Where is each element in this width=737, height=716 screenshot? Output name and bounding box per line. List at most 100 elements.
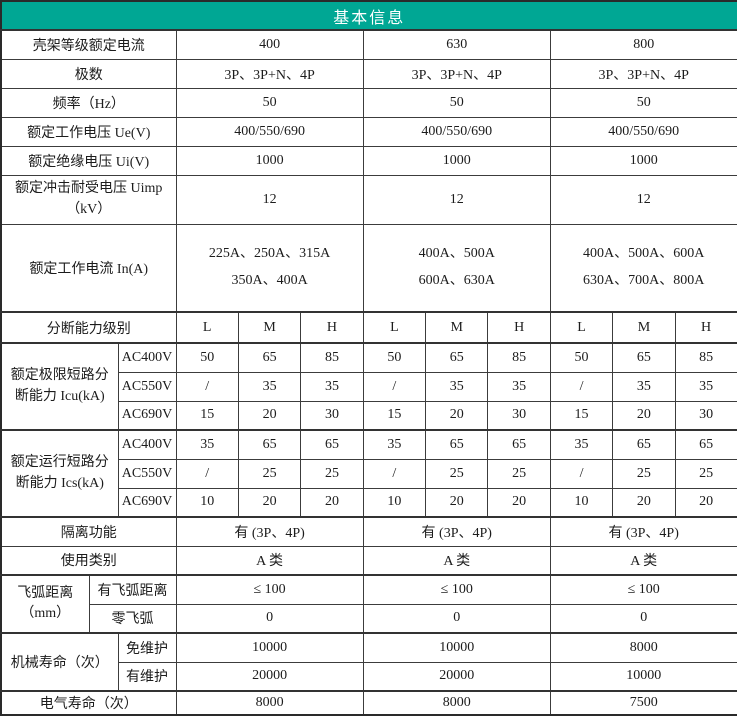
spec-cell: 25 bbox=[300, 458, 364, 489]
spec-cell: 400 bbox=[175, 29, 364, 60]
spec-cell: 65 bbox=[612, 429, 676, 460]
spec-cell: 有 (3P、4P) bbox=[175, 516, 364, 547]
table-title: 基本信息 bbox=[0, 0, 737, 31]
spec-cell: 3P、3P+N、4P bbox=[362, 58, 551, 89]
spec-cell: 12 bbox=[175, 174, 364, 225]
spec-cell: 50 bbox=[549, 87, 737, 118]
sub-label-ac690v: AC690V bbox=[117, 400, 177, 431]
label-line: 断能力 Ics(kA) bbox=[15, 475, 104, 491]
spec-cell: 65 bbox=[612, 342, 676, 373]
spec-cell: 35 bbox=[487, 371, 551, 402]
spec-cell: / bbox=[175, 458, 239, 489]
spec-cell: 65 bbox=[674, 429, 737, 460]
row-label-mechanical-life: 机械寿命（次） bbox=[0, 632, 119, 692]
spec-cell: 30 bbox=[487, 400, 551, 431]
spec-cell: 20 bbox=[425, 400, 489, 431]
level-cell: H bbox=[487, 311, 551, 344]
spec-cell: 20000 bbox=[175, 661, 364, 692]
spec-cell: 35 bbox=[425, 371, 489, 402]
level-cell: L bbox=[362, 311, 427, 344]
spec-cell: 25 bbox=[237, 458, 302, 489]
row-label-rated-working-current: 额定工作电流 In(A) bbox=[0, 223, 177, 313]
spec-cell: 0 bbox=[362, 603, 551, 634]
spec-cell: 65 bbox=[425, 342, 489, 373]
value-line: 630A、700A、800A bbox=[583, 272, 705, 288]
spec-cell: 50 bbox=[175, 87, 364, 118]
spec-cell: 35 bbox=[362, 429, 427, 460]
row-label-ics: 额定运行短路分 断能力 Ics(kA) bbox=[0, 429, 119, 518]
value-line: 400A、500A、600A bbox=[583, 246, 705, 262]
spec-cell: 25 bbox=[425, 458, 489, 489]
spec-cell: 85 bbox=[300, 342, 364, 373]
spec-cell: ≤ 100 bbox=[362, 574, 551, 605]
spec-cell: 10 bbox=[362, 487, 427, 518]
spec-cell: 30 bbox=[300, 400, 364, 431]
value-line: 400A、500A bbox=[418, 246, 495, 262]
spec-cell: / bbox=[362, 371, 427, 402]
spec-cell: A 类 bbox=[175, 545, 364, 576]
spec-cell: 400/550/690 bbox=[362, 116, 551, 147]
level-cell: L bbox=[549, 311, 614, 344]
spec-cell: 85 bbox=[674, 342, 737, 373]
label-line: 额定极限短路分 bbox=[10, 368, 109, 384]
spec-cell: 65 bbox=[300, 429, 364, 460]
sub-label-zero-arc: 零飞弧 bbox=[88, 603, 177, 634]
sub-label-with-maintenance: 有维护 bbox=[117, 661, 177, 692]
sub-label-ac550v: AC550V bbox=[117, 458, 177, 489]
row-label-impulse-withstand-voltage: 额定冲击耐受电压 Uimp （kV） bbox=[0, 174, 177, 225]
spec-cell: 400A、500A、600A 630A、700A、800A bbox=[549, 223, 737, 313]
sub-label-ac550v: AC550V bbox=[117, 371, 177, 402]
spec-cell: 10000 bbox=[175, 632, 364, 663]
spec-cell: 8000 bbox=[362, 690, 551, 716]
spec-cell: 35 bbox=[237, 371, 302, 402]
spec-cell: 65 bbox=[487, 429, 551, 460]
row-label-icu: 额定极限短路分 断能力 Icu(kA) bbox=[0, 342, 119, 431]
spec-cell: / bbox=[362, 458, 427, 489]
sub-label-ac690v: AC690V bbox=[117, 487, 177, 518]
label-line: 额定冲击耐受电压 Uimp bbox=[15, 181, 163, 197]
spec-cell: 50 bbox=[549, 342, 614, 373]
spec-cell: 225A、250A、315A 350A、400A bbox=[175, 223, 364, 313]
sub-label-ac400v: AC400V bbox=[117, 342, 177, 373]
spec-cell: 20 bbox=[612, 487, 676, 518]
value-line: 600A、630A bbox=[418, 272, 495, 288]
spec-cell: 400/550/690 bbox=[175, 116, 364, 147]
spec-cell: 20 bbox=[674, 487, 737, 518]
spec-cell: 15 bbox=[362, 400, 427, 431]
spec-cell: 1000 bbox=[362, 145, 551, 176]
level-cell: L bbox=[175, 311, 239, 344]
spec-cell: 20 bbox=[487, 487, 551, 518]
spec-cell: 30 bbox=[674, 400, 737, 431]
value-line: 225A、250A、315A bbox=[208, 246, 331, 262]
spec-cell: 35 bbox=[549, 429, 614, 460]
row-label-poles: 极数 bbox=[0, 58, 177, 89]
spec-cell: 25 bbox=[674, 458, 737, 489]
spec-cell: 20 bbox=[237, 400, 302, 431]
spec-cell: 25 bbox=[487, 458, 551, 489]
spec-cell: 1000 bbox=[549, 145, 737, 176]
spec-cell: 10 bbox=[175, 487, 239, 518]
label-line: 飞弧距离 bbox=[17, 585, 74, 601]
row-label-isolation-function: 隔离功能 bbox=[0, 516, 177, 547]
label-line: （mm） bbox=[20, 606, 71, 621]
row-label-frame-rated-current: 壳架等级额定电流 bbox=[0, 29, 177, 60]
spec-cell: 20 bbox=[425, 487, 489, 518]
spec-cell: 50 bbox=[362, 342, 427, 373]
spec-cell: 10000 bbox=[362, 632, 551, 663]
level-cell: M bbox=[237, 311, 302, 344]
spec-cell: 20 bbox=[300, 487, 364, 518]
spec-cell: 400/550/690 bbox=[549, 116, 737, 147]
spec-cell: 10000 bbox=[549, 661, 737, 692]
row-label-electrical-life: 电气寿命（次） bbox=[0, 690, 177, 716]
spec-cell: 400A、500A 600A、630A bbox=[362, 223, 551, 313]
label-line: （kV） bbox=[66, 201, 112, 217]
spec-cell: ≤ 100 bbox=[549, 574, 737, 605]
spec-cell: 35 bbox=[674, 371, 737, 402]
row-label-rated-working-voltage: 额定工作电压 Ue(V) bbox=[0, 116, 177, 147]
spec-cell: 10 bbox=[549, 487, 614, 518]
level-cell: H bbox=[300, 311, 364, 344]
spec-cell: 630 bbox=[362, 29, 551, 60]
spec-cell: 12 bbox=[549, 174, 737, 225]
spec-cell: 35 bbox=[175, 429, 239, 460]
spec-cell: 15 bbox=[175, 400, 239, 431]
